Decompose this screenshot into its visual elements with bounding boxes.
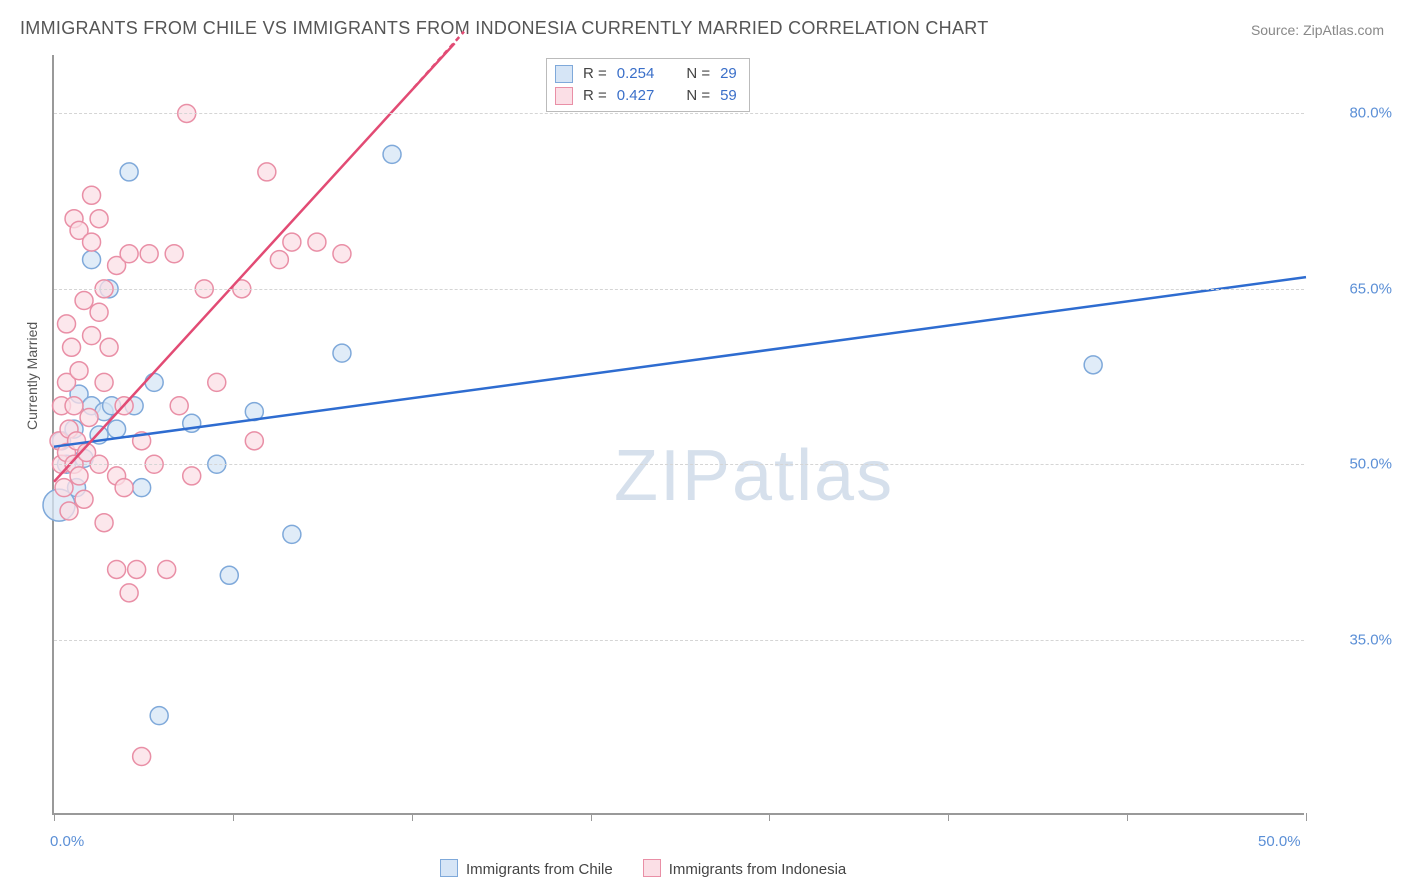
y-axis-label: Currently Married — [24, 322, 40, 430]
data-point — [208, 373, 226, 391]
x-tick — [948, 813, 949, 821]
data-point — [108, 560, 126, 578]
chart-svg — [54, 55, 1304, 813]
data-point — [83, 186, 101, 204]
x-tick-label: 50.0% — [1258, 833, 1301, 850]
legend-n-label: N = — [686, 63, 710, 85]
legend-r-label: R = — [583, 85, 607, 107]
x-tick-label: 0.0% — [50, 833, 84, 850]
data-point — [220, 566, 238, 584]
data-point — [120, 163, 138, 181]
source-label: Source: ZipAtlas.com — [1251, 22, 1384, 38]
data-point — [95, 514, 113, 532]
data-point — [145, 373, 163, 391]
data-point — [308, 233, 326, 251]
data-point — [283, 233, 301, 251]
legend-n-value: 29 — [720, 63, 737, 85]
x-tick — [591, 813, 592, 821]
data-point — [333, 245, 351, 263]
data-point — [60, 502, 78, 520]
data-point — [333, 344, 351, 362]
data-point — [70, 467, 88, 485]
data-point — [75, 490, 93, 508]
data-point — [140, 245, 158, 263]
x-tick — [233, 813, 234, 821]
legend-row: R = 0.254 N = 29 — [555, 63, 737, 85]
trend-line — [54, 277, 1306, 447]
legend-r-value: 0.254 — [617, 63, 655, 85]
gridline — [54, 640, 1304, 641]
data-point — [65, 397, 83, 415]
data-point — [150, 707, 168, 725]
legend-n-label: N = — [686, 85, 710, 107]
data-point — [258, 163, 276, 181]
data-point — [83, 251, 101, 269]
y-tick-label: 50.0% — [1349, 456, 1392, 473]
data-point — [90, 210, 108, 228]
legend-swatch — [440, 859, 458, 877]
x-tick — [1127, 813, 1128, 821]
data-point — [90, 303, 108, 321]
data-point — [1084, 356, 1102, 374]
legend-swatch — [643, 859, 661, 877]
legend-item: Immigrants from Chile — [440, 859, 613, 878]
chart-title: IMMIGRANTS FROM CHILE VS IMMIGRANTS FROM… — [20, 18, 989, 39]
legend-label: Immigrants from Indonesia — [669, 861, 847, 878]
data-point — [270, 251, 288, 269]
data-point — [170, 397, 188, 415]
data-point — [63, 338, 81, 356]
data-point — [133, 479, 151, 497]
data-point — [75, 292, 93, 310]
y-tick-label: 35.0% — [1349, 631, 1392, 648]
x-tick — [412, 813, 413, 821]
data-point — [108, 420, 126, 438]
plot-area: ZIPatlas — [52, 55, 1304, 815]
data-point — [183, 467, 201, 485]
data-point — [245, 432, 263, 450]
data-point — [158, 560, 176, 578]
data-point — [95, 373, 113, 391]
legend-swatch — [555, 65, 573, 83]
data-point — [83, 327, 101, 345]
x-tick — [1306, 813, 1307, 821]
data-point — [120, 584, 138, 602]
data-point — [133, 748, 151, 766]
data-point — [128, 560, 146, 578]
gridline — [54, 113, 1304, 114]
x-tick — [54, 813, 55, 821]
data-point — [283, 525, 301, 543]
chart-container: IMMIGRANTS FROM CHILE VS IMMIGRANTS FROM… — [0, 0, 1406, 892]
x-tick — [769, 813, 770, 821]
trend-line-dashed — [414, 32, 464, 88]
legend-item: Immigrants from Indonesia — [643, 859, 847, 878]
data-point — [120, 245, 138, 263]
gridline — [54, 289, 1304, 290]
legend-row: R = 0.427 N = 59 — [555, 85, 737, 107]
legend-correlation: R = 0.254 N = 29 R = 0.427 N = 59 — [546, 58, 750, 112]
data-point — [55, 479, 73, 497]
y-tick-label: 65.0% — [1349, 280, 1392, 297]
data-point — [383, 145, 401, 163]
y-tick-label: 80.0% — [1349, 105, 1392, 122]
data-point — [70, 362, 88, 380]
legend-r-label: R = — [583, 63, 607, 85]
legend-label: Immigrants from Chile — [466, 861, 613, 878]
data-point — [80, 408, 98, 426]
legend-series: Immigrants from Chile Immigrants from Ind… — [440, 859, 846, 878]
data-point — [58, 315, 76, 333]
data-point — [83, 233, 101, 251]
data-point — [115, 479, 133, 497]
legend-swatch — [555, 87, 573, 105]
gridline — [54, 464, 1304, 465]
legend-r-value: 0.427 — [617, 85, 655, 107]
data-point — [165, 245, 183, 263]
legend-n-value: 59 — [720, 85, 737, 107]
data-point — [100, 338, 118, 356]
